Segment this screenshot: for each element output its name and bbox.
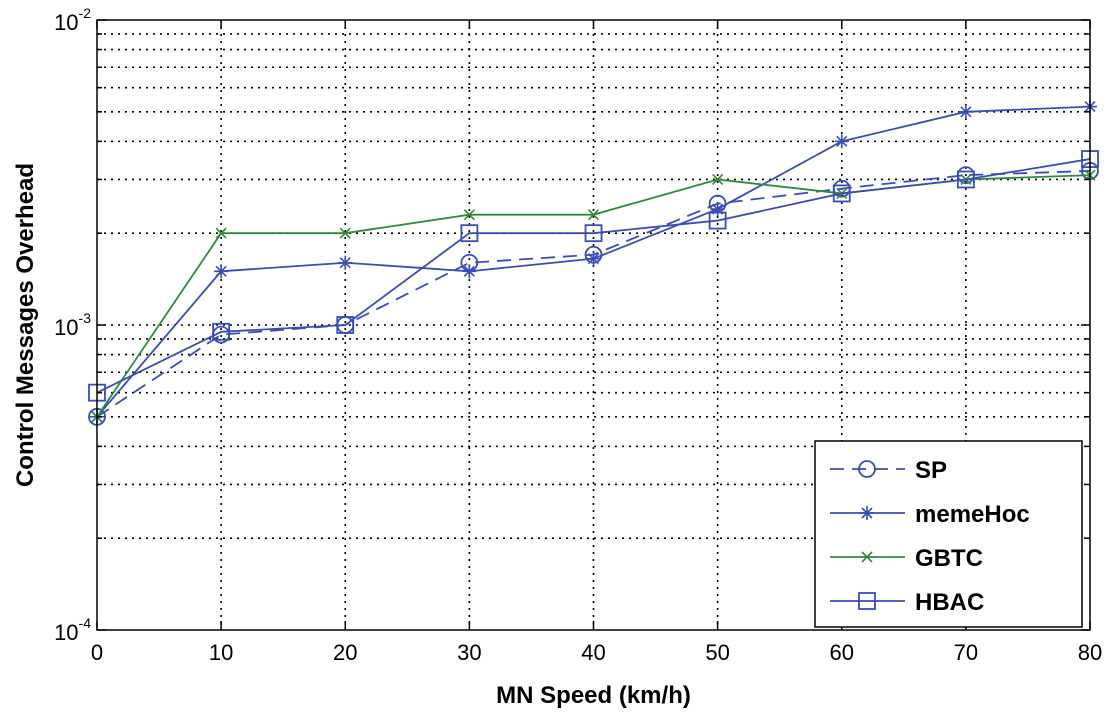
series-hbac [88,150,1099,402]
y-tick-exponent: -2 [79,5,92,21]
y-tick-exponent: -4 [79,615,92,631]
x-axis-label: MN Speed (km/h) [496,682,691,709]
legend-label-sp: SP [915,457,947,484]
legend-marker-hbac [858,592,876,610]
x-tick-label: 70 [954,640,978,665]
data-point-hbac [708,211,727,230]
data-point-hbac [336,316,355,334]
x-tick-label: 10 [209,640,233,665]
tick-layer [96,19,1091,631]
legend-entry-hbac: HBAC [830,589,984,616]
y-tick-label: 10-2 [54,5,91,35]
legend: SP memeHoc GBTC HBAC [814,440,1083,628]
legend-entry-sp: SP [830,457,947,484]
data-point-memehoc [214,264,229,279]
x-tick-label: 50 [705,640,729,665]
legend-marker-memehoc [860,506,874,520]
legend-marker-gbtc [861,551,873,563]
data-point-memehoc [958,104,973,119]
y-tick-label: 10-4 [54,615,91,645]
data-point-hbac [956,170,975,189]
y-tick-label: 10-3 [54,310,91,340]
x-tick-labels: 0 10 20 30 40 50 60 70 80 [91,640,1102,665]
legend-label-memehoc: memeHoc [915,501,1030,528]
x-tick-label: 60 [830,640,854,665]
y-tick-labels: 10-4 10-3 10-2 [54,5,91,645]
data-point-gbtc [339,227,351,239]
data-point-gbtc [712,173,724,186]
legend-entry-memehoc: memeHoc [830,501,1030,528]
legend-label-gbtc: GBTC [915,545,983,572]
data-point-memehoc [462,264,477,279]
x-tick-label: 40 [581,640,605,665]
data-point-hbac [584,224,603,243]
x-tick-label: 80 [1078,640,1102,665]
data-point-hbac [460,224,479,243]
data-point-memehoc [710,202,725,217]
data-point-memehoc [338,255,353,270]
x-tick-label: 0 [91,640,103,665]
legend-entry-gbtc: GBTC [830,545,983,572]
data-point-gbtc [463,209,475,221]
series-line-hbac [96,158,1091,394]
y-axis-label: Control Messages Overhead [12,163,39,487]
data-point-memehoc [586,251,601,266]
data-point-hbac [832,184,851,203]
data-point-memehoc [834,134,849,149]
y-tick-exponent: -3 [79,310,92,326]
x-tick-label: 20 [333,640,357,665]
data-point-gbtc [215,227,227,239]
legend-marker-sp [858,460,876,478]
data-point-hbac [212,322,231,341]
data-point-gbtc [587,209,600,221]
legend-label-hbac: HBAC [915,589,984,616]
x-tick-label: 30 [457,640,481,665]
